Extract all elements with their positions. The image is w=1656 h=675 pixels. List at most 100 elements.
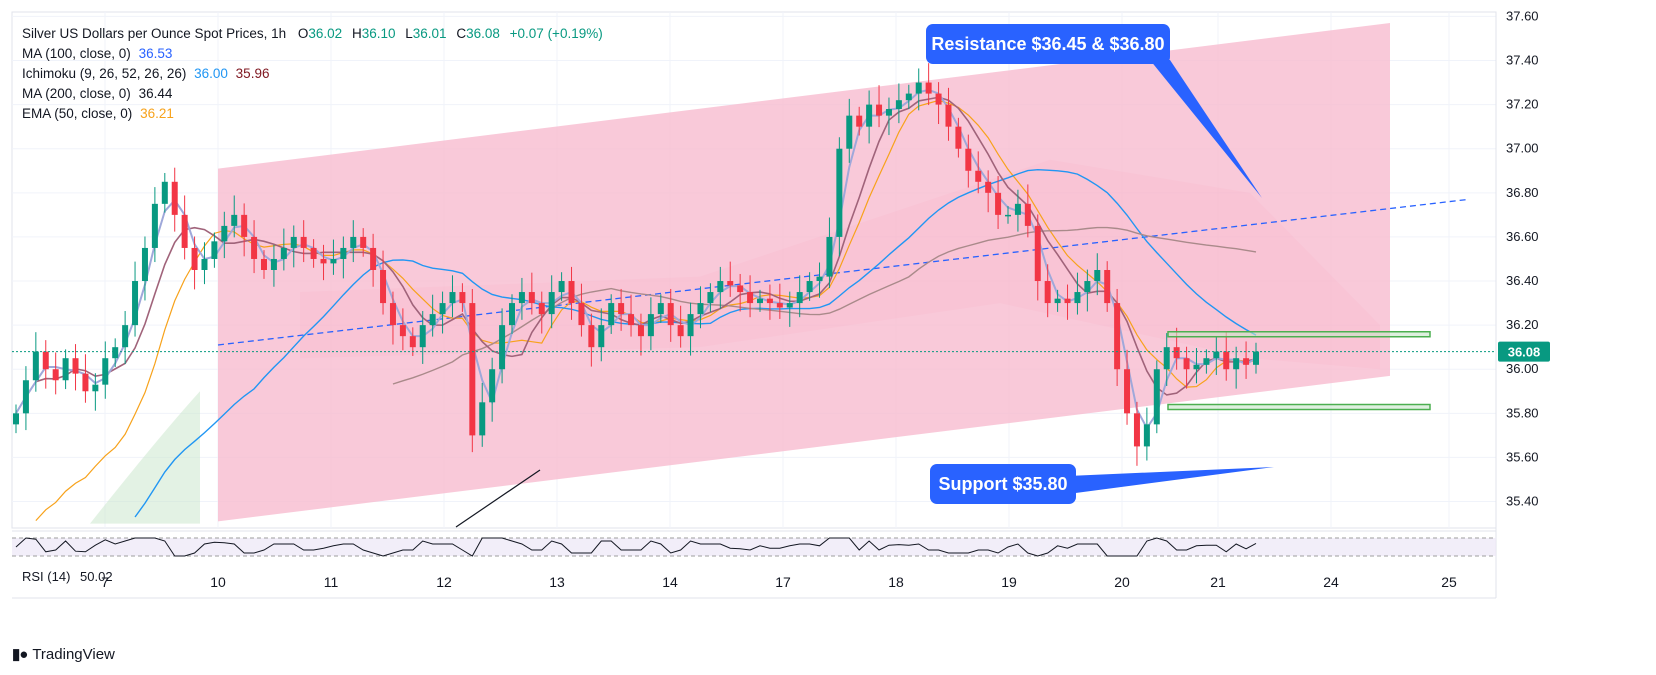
candle-body xyxy=(965,148,972,171)
candle-body xyxy=(687,314,694,337)
y-tick-label: 36.40 xyxy=(1506,273,1539,288)
ma100-label: MA (100, close, 0) xyxy=(22,46,131,61)
ichimoku-value-a: 36.00 xyxy=(194,66,228,81)
candle-body xyxy=(409,336,416,348)
candle-body xyxy=(191,247,198,270)
symbol-title[interactable]: Silver US Dollars per Ounce Spot Prices,… xyxy=(22,26,287,41)
legend-ema50[interactable]: EMA (50, close, 0) 36.21 xyxy=(22,104,603,124)
candle-body xyxy=(1133,413,1140,447)
candle-body xyxy=(707,292,714,304)
ohlc-high-label: H xyxy=(351,26,362,41)
candle-body xyxy=(340,247,347,259)
candle-body xyxy=(22,380,29,414)
candle-body xyxy=(1104,270,1111,304)
ma100-value: 36.53 xyxy=(138,46,173,61)
ema50-value: 36.21 xyxy=(140,106,174,121)
candle-body xyxy=(261,258,267,270)
candle-body xyxy=(518,292,525,304)
ohlc-low: 36.01 xyxy=(412,26,447,41)
rsi-band xyxy=(12,538,1496,556)
candle-body xyxy=(588,325,595,348)
candle-body xyxy=(747,292,754,304)
legend-ma100[interactable]: MA (100, close, 0) 36.53 xyxy=(22,44,603,64)
candle-body xyxy=(399,325,406,337)
ohlc-close-label: C xyxy=(456,26,467,41)
y-tick-label: 37.20 xyxy=(1506,97,1539,112)
candle-body xyxy=(62,358,69,381)
candle-body xyxy=(42,351,49,370)
candle-body xyxy=(1064,298,1071,304)
cloud-area-green xyxy=(90,391,200,524)
ohlc-change: +0.07 (+0.19%) xyxy=(509,26,603,41)
candle-body xyxy=(112,347,119,359)
candle-body xyxy=(826,236,833,277)
candle-body xyxy=(13,413,19,425)
candle-body xyxy=(766,298,773,304)
candle-body xyxy=(439,303,446,315)
legend-ma200[interactable]: MA (200, close, 0) 36.44 xyxy=(22,84,603,104)
candle-body xyxy=(380,270,387,304)
candle-body xyxy=(548,292,555,315)
ichimoku-value-b: 35.96 xyxy=(235,66,270,81)
candle-body xyxy=(211,241,218,259)
resistance-box xyxy=(926,24,1170,64)
candle-body xyxy=(82,373,89,392)
rsi-label: RSI (14) xyxy=(22,569,71,584)
candle-body xyxy=(181,214,188,248)
ma100-line xyxy=(134,169,1257,518)
support-label: Support $35.80 xyxy=(938,474,1067,494)
candle-body xyxy=(241,214,248,237)
candle-body xyxy=(201,258,208,270)
candle-body xyxy=(469,303,476,436)
candle-body xyxy=(1084,281,1091,293)
candle-body xyxy=(637,325,644,337)
candle-body xyxy=(1094,270,1101,282)
candle-body xyxy=(1243,358,1250,365)
legend-ichimoku[interactable]: Ichimoku (9, 26, 52, 26, 26) 36.00 35.96 xyxy=(22,64,603,84)
candle-body xyxy=(1213,351,1220,359)
candle-body xyxy=(846,115,853,149)
candle-body xyxy=(92,384,99,392)
candle-body xyxy=(915,82,922,94)
candle-body xyxy=(32,351,39,381)
candle-body xyxy=(677,325,684,337)
candle-body xyxy=(300,236,307,248)
candle-body xyxy=(1114,303,1121,370)
ohlc-open: 36.02 xyxy=(308,26,343,41)
candle-body xyxy=(578,303,585,326)
candle-body xyxy=(836,148,843,237)
x-tick-label: 12 xyxy=(436,574,452,590)
time-axis: 7 10 11 12 13 14 17 18 19 20 21 24 25 xyxy=(12,574,1496,599)
ohlc-low-label: L xyxy=(405,26,413,41)
candle-body xyxy=(1193,364,1200,370)
candle-body xyxy=(866,104,873,127)
candle-body xyxy=(876,104,883,116)
support-callout: Support $35.80 xyxy=(930,464,1274,504)
candle-body xyxy=(350,236,357,248)
candle-body xyxy=(102,358,109,385)
ohlc-high: 36.10 xyxy=(361,26,396,41)
candle-body xyxy=(697,303,704,315)
rsi-pane xyxy=(12,530,1496,557)
brand-name: TradingView xyxy=(32,645,115,663)
candle-body xyxy=(1024,203,1031,226)
candle-body xyxy=(985,181,992,193)
resistance-callout: Resistance $36.45 & $36.80 xyxy=(926,24,1262,198)
candle-body xyxy=(598,325,605,348)
candle-body xyxy=(151,203,158,248)
rsi-legend[interactable]: RSI (14) 50.02 xyxy=(22,569,113,584)
tradingview-brand[interactable]: ▮● TradingView xyxy=(12,645,115,664)
candle-body xyxy=(1173,347,1180,359)
candle-body xyxy=(796,292,803,304)
candle-body xyxy=(231,214,238,226)
x-tick-label: 25 xyxy=(1441,574,1457,590)
candle-body xyxy=(221,225,228,242)
legend-title-row: Silver US Dollars per Ounce Spot Prices,… xyxy=(22,24,603,44)
consolidation-zone xyxy=(1167,330,1431,338)
candle-body xyxy=(459,292,466,304)
candle-body xyxy=(1143,424,1150,447)
y-tick-label: 36.80 xyxy=(1506,185,1539,200)
candle-body xyxy=(479,402,486,436)
candlesticks xyxy=(13,63,1259,466)
